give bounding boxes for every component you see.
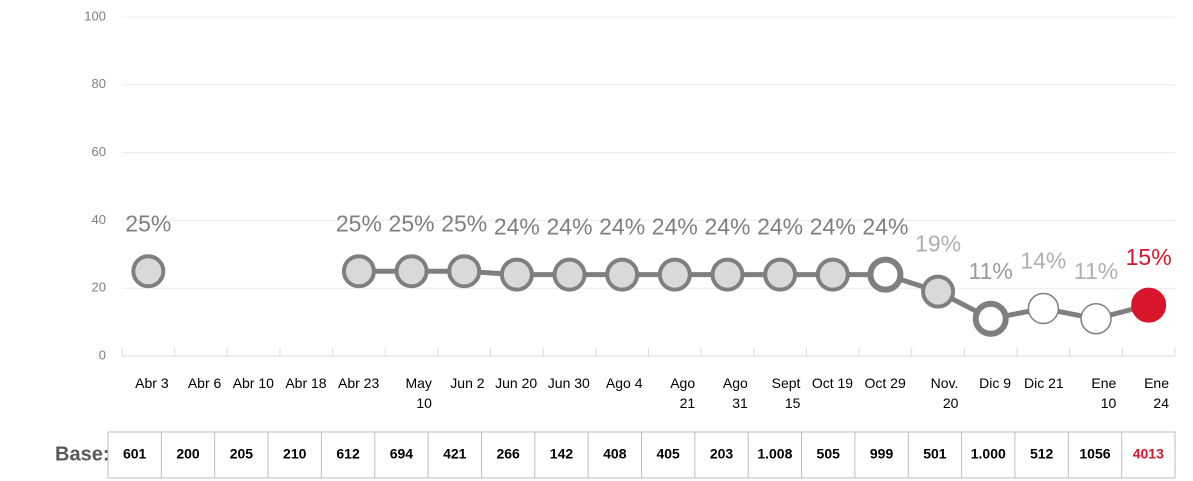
table-cell: 408 bbox=[603, 446, 627, 462]
x-tick-label: May 10 bbox=[405, 375, 432, 411]
y-tick-label: 60 bbox=[92, 144, 106, 159]
x-tick-label: Oct 29 bbox=[864, 375, 906, 391]
table-label: Base: bbox=[55, 443, 109, 465]
table-cell: 1.008 bbox=[757, 446, 792, 462]
x-tick-label: Nov. 20 bbox=[930, 375, 959, 411]
data-label: 25% bbox=[125, 210, 171, 236]
data-label: 25% bbox=[389, 210, 435, 236]
table-cell: 203 bbox=[710, 446, 734, 462]
point-marker bbox=[1027, 292, 1060, 325]
table-cell: 405 bbox=[656, 446, 680, 462]
point-marker bbox=[131, 254, 166, 289]
x-tick-label: Ene 10 bbox=[1091, 375, 1117, 411]
data-label: 24% bbox=[652, 214, 698, 240]
data-label: 24% bbox=[757, 214, 803, 240]
point-marker bbox=[605, 257, 640, 292]
table-cell: 205 bbox=[230, 446, 254, 462]
data-label: 11% bbox=[969, 258, 1013, 284]
data-label: 25% bbox=[441, 210, 487, 236]
data-label: 24% bbox=[494, 214, 540, 240]
table-cell: 421 bbox=[443, 446, 467, 462]
y-tick-label: 0 bbox=[99, 347, 106, 362]
data-label: 19% bbox=[915, 231, 961, 257]
y-tick-label: 80 bbox=[92, 76, 106, 91]
point-marker bbox=[972, 300, 1009, 337]
series-line bbox=[358, 268, 1150, 322]
table-cell: 505 bbox=[817, 446, 841, 462]
point-marker bbox=[815, 257, 850, 292]
data-label: 24% bbox=[547, 214, 593, 240]
point-marker bbox=[921, 274, 956, 309]
x-tick-label: Jun 20 bbox=[495, 375, 538, 391]
table-cell: 601 bbox=[123, 446, 147, 462]
point-marker bbox=[710, 257, 745, 292]
point-marker bbox=[657, 257, 692, 292]
x-tick-label: Dic 9 bbox=[979, 375, 1012, 391]
x-tick-label: Abr 10 bbox=[232, 375, 274, 391]
x-tick-label: Sept 15 bbox=[771, 375, 801, 411]
x-tick-label: Abr 3 bbox=[135, 375, 169, 391]
data-label: 24% bbox=[810, 214, 856, 240]
point-marker bbox=[867, 256, 904, 293]
x-tick-label: Abr 18 bbox=[285, 375, 327, 391]
table-cell: 694 bbox=[390, 446, 414, 462]
y-tick-label: 20 bbox=[92, 280, 106, 295]
data-label: 24% bbox=[599, 214, 645, 240]
x-tick-label: Ene 24 bbox=[1144, 375, 1169, 411]
data-label: 15% bbox=[1126, 244, 1172, 270]
point-marker bbox=[763, 257, 798, 292]
data-label: 24% bbox=[862, 214, 908, 240]
x-tick-label: Oct 19 bbox=[811, 375, 854, 391]
table-cell: 200 bbox=[176, 446, 200, 462]
x-tick-label: Dic 21 bbox=[1024, 375, 1064, 391]
x-tick-label: Jun 2 bbox=[450, 375, 485, 391]
table-cell: 1056 bbox=[1079, 446, 1110, 462]
x-tick-label: Jun 30 bbox=[547, 375, 590, 391]
point-marker bbox=[341, 254, 376, 289]
data-label: 24% bbox=[704, 214, 750, 240]
table-cell: 512 bbox=[1030, 446, 1054, 462]
table-cell: 1.000 bbox=[971, 446, 1006, 462]
table-cell: 142 bbox=[550, 446, 574, 462]
point-marker bbox=[1080, 302, 1112, 335]
point-marker bbox=[1131, 287, 1167, 323]
x-tick-label: Abr 6 bbox=[187, 375, 222, 391]
x-tick-label: Ago 21 bbox=[670, 375, 696, 411]
point-marker bbox=[552, 257, 587, 292]
x-tick-label: Ago 4 bbox=[605, 375, 643, 391]
point-marker bbox=[394, 254, 429, 289]
table-cell: 501 bbox=[923, 446, 947, 462]
x-tick-label: Abr 23 bbox=[338, 375, 380, 391]
point-marker bbox=[447, 254, 482, 289]
data-label: 11% bbox=[1074, 258, 1118, 284]
y-tick-label: 100 bbox=[84, 8, 106, 23]
data-label: 25% bbox=[336, 210, 382, 236]
table-cell: 612 bbox=[336, 446, 360, 462]
point-marker bbox=[499, 257, 534, 292]
table-cell: 210 bbox=[283, 446, 307, 462]
table-cell: 266 bbox=[496, 446, 520, 462]
table-cell: 4013 bbox=[1133, 446, 1164, 462]
y-tick-label: 40 bbox=[92, 212, 106, 227]
table-cell: 999 bbox=[870, 446, 894, 462]
data-label: 14% bbox=[1020, 248, 1066, 274]
x-tick-label: Ago 31 bbox=[722, 375, 748, 411]
